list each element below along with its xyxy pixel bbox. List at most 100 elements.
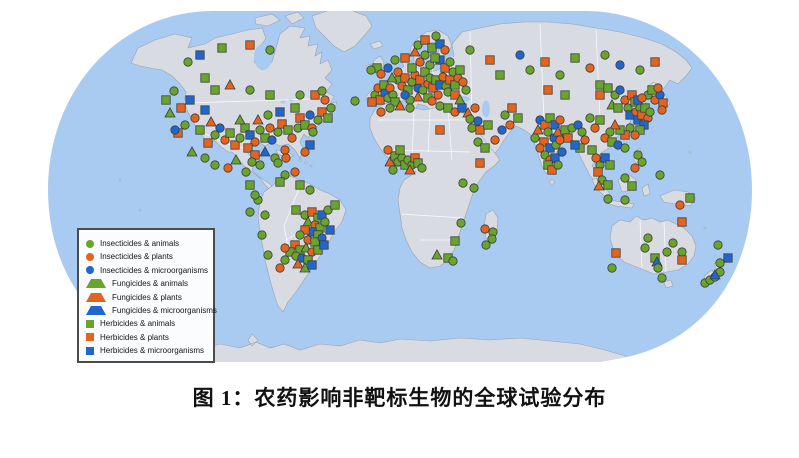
- marker-insecticides-plants: [555, 115, 565, 125]
- marker-fungicides-plants: [532, 123, 544, 135]
- marker-herbicides-animals: [560, 90, 570, 100]
- landmass-iceland: [369, 40, 384, 50]
- marker-herbicides-animals: [513, 113, 523, 123]
- marker-insecticides-plants: [505, 120, 515, 130]
- legend-item-insecticides-animals: Insecticides & animals: [86, 237, 209, 250]
- island-dot: [703, 226, 707, 230]
- marker-insecticides-plants: [393, 67, 403, 77]
- marker-fungicides-animals: [186, 145, 198, 157]
- triangle-swatch-icon: [86, 292, 106, 302]
- marker-insecticides-animals: [640, 243, 650, 253]
- marker-herbicides-plants: [563, 133, 573, 143]
- marker-insecticides-animals: [385, 103, 395, 113]
- legend-item-herbicides-plants: Herbicides & plants: [86, 331, 209, 344]
- marker-insecticides-plants: [580, 135, 590, 145]
- marker-insecticides-animals: [713, 240, 723, 250]
- marker-herbicides-plants: [450, 90, 460, 100]
- marker-insecticides-animals: [210, 160, 220, 170]
- marker-insecticides-animals: [273, 158, 283, 168]
- marker-herbicides-animals: [323, 113, 333, 123]
- marker-insecticides-plants: [427, 96, 437, 106]
- marker-fungicides-animals: [234, 113, 246, 125]
- marker-insecticides-plants: [280, 145, 290, 155]
- marker-insecticides-animals: [600, 50, 610, 60]
- marker-herbicides-microorganisms: [307, 260, 317, 270]
- marker-insecticides-animals: [366, 65, 376, 75]
- marker-insecticides-microorganisms: [215, 123, 225, 133]
- marker-herbicides-animals: [420, 67, 430, 77]
- marker-herbicides-microorganisms: [570, 140, 580, 150]
- marker-insecticides-plants: [458, 77, 468, 87]
- marker-herbicides-animals: [450, 236, 460, 246]
- marker-insecticides-animals: [417, 163, 427, 173]
- marker-insecticides-plants: [320, 95, 330, 105]
- legend-item-herbicides-animals: Herbicides & animals: [86, 317, 209, 330]
- marker-insecticides-animals: [456, 218, 466, 228]
- marker-fungicides-microorganisms: [259, 145, 271, 157]
- marker-herbicides-plants: [507, 103, 517, 113]
- marker-herbicides-animals: [291, 205, 301, 215]
- marker-herbicides-plants: [420, 35, 430, 45]
- legend-item-insecticides-plants: Insecticides & plants: [86, 250, 209, 263]
- marker-insecticides-microorganisms: [170, 125, 180, 135]
- marker-herbicides-plants: [367, 97, 377, 107]
- marker-insecticides-animals: [435, 101, 445, 111]
- marker-insecticides-microorganisms: [573, 120, 583, 130]
- marker-insecticides-animals: [323, 205, 333, 215]
- marker-insecticides-animals: [260, 210, 270, 220]
- marker-herbicides-plants: [230, 140, 240, 150]
- marker-herbicides-animals: [570, 53, 580, 63]
- legend-item-insecticides-microorganisms: Insecticides & microorganisms: [86, 264, 209, 277]
- marker-herbicides-animals: [495, 70, 505, 80]
- marker-insecticides-animals: [653, 263, 663, 273]
- legend-item-fungicides-animals: Fungicides & animals: [86, 277, 209, 290]
- marker-insecticides-microorganisms: [305, 110, 315, 120]
- marker-insecticides-plants: [300, 147, 310, 157]
- marker-herbicides-plants: [243, 143, 253, 153]
- marker-insecticides-plants: [440, 45, 450, 55]
- island-dot: [309, 164, 313, 168]
- marker-insecticides-animals: [388, 165, 398, 175]
- marker-herbicides-plants: [440, 63, 450, 73]
- marker-insecticides-microorganisms: [497, 125, 507, 135]
- marker-insecticides-animals: [317, 86, 327, 96]
- marker-insecticides-plants: [653, 83, 663, 93]
- marker-herbicides-animals: [603, 180, 613, 190]
- marker-herbicides-plants: [307, 207, 317, 217]
- marker-insecticides-microorganisms: [267, 135, 277, 145]
- marker-insecticides-plants: [190, 113, 200, 123]
- marker-fungicides-microorganisms: [709, 268, 721, 280]
- marker-insecticides-animals: [257, 230, 267, 240]
- markers-layer: [161, 31, 733, 288]
- marker-insecticides-plants: [480, 224, 490, 234]
- marker-insecticides-plants: [657, 105, 667, 115]
- marker-herbicides-microorganisms: [435, 39, 445, 49]
- marker-herbicides-animals: [210, 85, 220, 95]
- circle-swatch-icon: [86, 252, 94, 261]
- marker-herbicides-animals: [635, 125, 645, 135]
- marker-insecticides-plants: [591, 153, 601, 163]
- marker-herbicides-animals: [685, 193, 695, 203]
- marker-insecticides-animals: [633, 150, 643, 160]
- marker-insecticides-animals: [445, 57, 455, 67]
- marker-herbicides-animals: [283, 125, 293, 135]
- marker-insecticides-animals: [620, 173, 630, 183]
- marker-insecticides-animals: [313, 115, 323, 125]
- marker-herbicides-animals: [613, 103, 623, 113]
- marker-insecticides-animals: [295, 90, 305, 100]
- marker-insecticides-animals: [637, 157, 647, 167]
- marker-insecticides-plants: [265, 123, 275, 133]
- marker-herbicides-animals: [545, 113, 555, 123]
- marker-insecticides-animals: [635, 65, 645, 75]
- marker-herbicides-animals: [395, 145, 405, 155]
- marker-insecticides-microorganisms: [615, 85, 625, 95]
- square-swatch-icon: [86, 333, 94, 342]
- marker-insecticides-animals: [418, 85, 428, 95]
- marker-insecticides-animals: [308, 127, 318, 137]
- marker-herbicides-plants: [677, 217, 687, 227]
- marker-herbicides-plants: [595, 90, 605, 100]
- marker-insecticides-animals: [625, 123, 635, 133]
- marker-insecticides-animals: [280, 170, 290, 180]
- marker-insecticides-plants: [585, 63, 595, 73]
